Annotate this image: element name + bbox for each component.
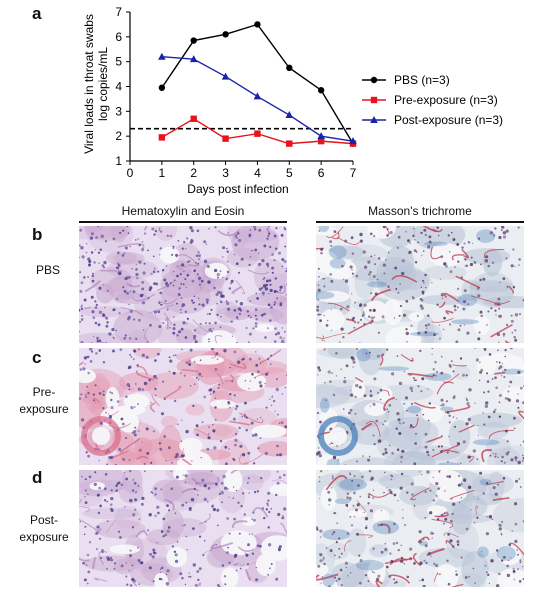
x-tick-label: 2 bbox=[190, 166, 197, 180]
data-point bbox=[286, 64, 293, 72]
row-label-pre-line1: Pre- bbox=[32, 385, 56, 399]
row-label-post-exposure: Post- exposure bbox=[12, 512, 76, 546]
data-point bbox=[349, 137, 357, 145]
data-point bbox=[158, 134, 166, 141]
row-label-pre-line2: exposure bbox=[19, 402, 69, 416]
row-label-pre-exposure: Pre- exposure bbox=[12, 384, 76, 418]
data-point bbox=[254, 21, 261, 28]
legend-marker bbox=[370, 116, 378, 123]
panel-label-d: d bbox=[32, 468, 43, 487]
data-point bbox=[189, 55, 198, 63]
y-tick-label: 5 bbox=[115, 55, 122, 69]
micrograph-post-exposure-masson bbox=[316, 470, 524, 587]
legend-label: Pre-exposure (n=3) bbox=[394, 93, 498, 107]
legend-marker bbox=[370, 96, 378, 104]
x-tick-label: 7 bbox=[350, 166, 357, 180]
row-label-post-line2: exposure bbox=[19, 530, 69, 544]
micrograph-pre-exposure-masson bbox=[316, 348, 524, 465]
panel-label-c: c bbox=[32, 348, 42, 367]
column-header-he: Hematoxylin and Eosin bbox=[121, 204, 245, 218]
y-tick-label: 7 bbox=[115, 5, 122, 19]
panel-label-a: a bbox=[32, 4, 42, 23]
y-axis-label-line2: log copies/mL bbox=[96, 47, 110, 121]
data-point bbox=[286, 140, 293, 147]
data-point bbox=[317, 132, 325, 140]
legend-marker bbox=[370, 76, 378, 84]
x-tick-label: 5 bbox=[286, 166, 293, 180]
x-tick-label: 0 bbox=[127, 166, 134, 180]
x-tick-label: 3 bbox=[222, 166, 229, 180]
x-tick-label: 1 bbox=[159, 166, 166, 180]
data-point bbox=[317, 137, 325, 145]
micrograph-pre-exposure-he bbox=[79, 348, 287, 465]
data-point bbox=[254, 130, 261, 137]
y-tick-label: 3 bbox=[115, 104, 122, 118]
y-tick-label: 6 bbox=[115, 30, 122, 44]
data-point bbox=[222, 31, 229, 38]
column-rule-masson bbox=[316, 221, 524, 223]
data-point bbox=[190, 115, 197, 122]
y-tick-label: 2 bbox=[115, 129, 122, 143]
y-axis-label-line1: Viral loads in throat swabs bbox=[82, 14, 96, 154]
data-point bbox=[221, 72, 230, 80]
x-tick-label: 6 bbox=[318, 166, 325, 180]
y-tick-label: 4 bbox=[115, 80, 122, 94]
x-axis-label: Days post infection bbox=[187, 182, 288, 196]
row-label-pbs-text: PBS bbox=[35, 263, 60, 277]
panel-label-b: b bbox=[32, 225, 43, 244]
legend-label: Post-exposure (n=3) bbox=[394, 113, 503, 127]
row-label-pbs: PBS bbox=[20, 262, 76, 279]
series-layer bbox=[158, 21, 357, 147]
x-tick-label: 4 bbox=[254, 166, 261, 180]
data-point bbox=[317, 87, 325, 94]
micrograph-post-exposure-he bbox=[79, 470, 287, 587]
data-point bbox=[190, 37, 197, 44]
column-rule-he bbox=[79, 221, 287, 223]
series-line bbox=[161, 23, 354, 144]
legend-label: PBS (n=3) bbox=[394, 73, 450, 87]
data-point bbox=[158, 84, 166, 91]
micrograph-pbs-masson bbox=[316, 226, 524, 343]
data-point bbox=[222, 135, 229, 142]
data-point bbox=[158, 52, 166, 60]
y-tick-label: 1 bbox=[115, 154, 122, 168]
column-header-masson: Masson's trichrome bbox=[368, 204, 472, 218]
row-label-post-line1: Post- bbox=[29, 513, 58, 527]
chart-legend: PBS (n=3) Pre-exposure (n=3) Post-exposure… bbox=[362, 73, 503, 127]
data-point bbox=[285, 111, 294, 119]
micrograph-pbs-he bbox=[79, 226, 287, 343]
data-point bbox=[253, 92, 262, 100]
